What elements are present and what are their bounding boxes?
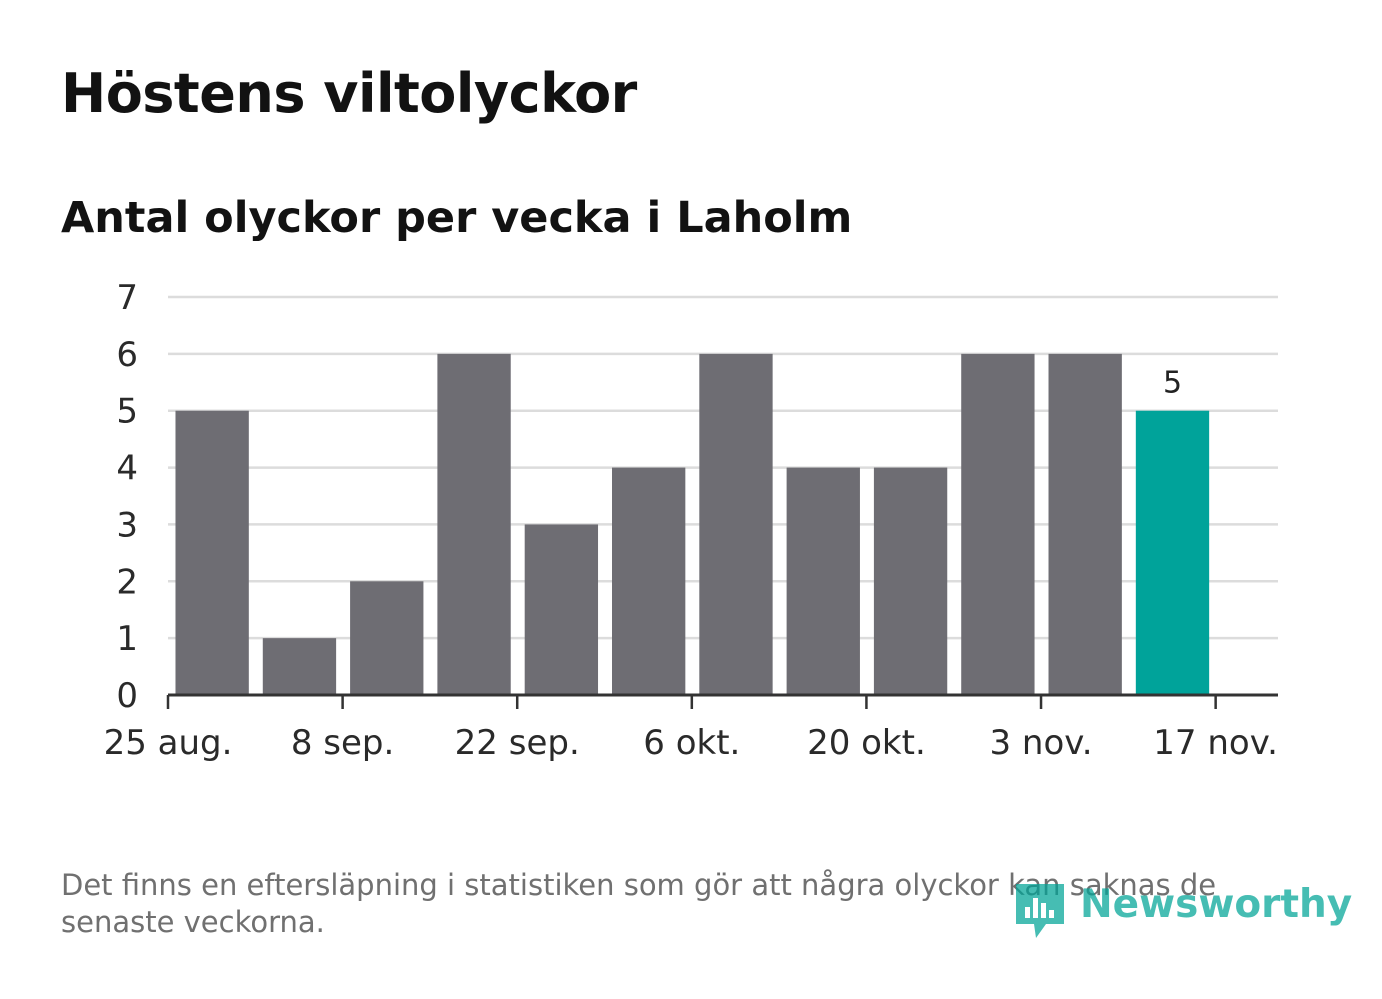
- bar-chart-badge-icon: [1016, 884, 1064, 938]
- data-labels: 5: [1163, 366, 1182, 401]
- logo-text: Newsworthy: [1080, 882, 1353, 927]
- x-tick-label: 22 sep.: [455, 723, 580, 763]
- bar: [612, 467, 686, 695]
- bar: [786, 467, 860, 695]
- bar: [699, 353, 773, 695]
- y-tick-label: 7: [116, 278, 138, 318]
- newsworthy-logo: Newsworthy: [1012, 880, 1352, 942]
- y-tick-label: 0: [116, 676, 138, 716]
- x-tick-label: 8 sep.: [291, 723, 394, 763]
- x-tick-label: 6 okt.: [643, 723, 740, 763]
- y-axis-labels: 0 1 2 3 4 5 6 7: [116, 278, 138, 716]
- x-tick-label: 17 nov.: [1153, 723, 1278, 763]
- y-tick-label: 4: [116, 449, 138, 489]
- data-label: 5: [1163, 366, 1182, 401]
- bar: [961, 353, 1035, 695]
- chart-subtitle: Antal olyckor per vecka i Laholm: [61, 193, 853, 243]
- bar: [524, 524, 599, 695]
- x-tick-label: 20 okt.: [807, 723, 926, 763]
- bar: [1135, 410, 1210, 695]
- chart-title: Höstens viltolyckor: [61, 62, 637, 125]
- bar: [262, 638, 337, 695]
- bars: [175, 353, 1210, 695]
- x-tick-label: 25 aug.: [104, 723, 233, 763]
- bar: [1048, 353, 1122, 695]
- y-tick-label: 1: [116, 619, 138, 659]
- bar: [873, 467, 948, 695]
- y-tick-label: 6: [116, 335, 138, 375]
- x-tick-label: 3 nov.: [989, 723, 1092, 763]
- y-tick-label: 2: [116, 562, 138, 602]
- x-axis: 25 aug. 8 sep. 22 sep. 6 okt. 20 okt. 3 nov. 1…: [104, 693, 1278, 763]
- y-tick-label: 5: [116, 392, 138, 432]
- y-tick-label: 3: [116, 505, 138, 545]
- bar: [437, 353, 511, 695]
- bar: [175, 410, 249, 695]
- bar: [350, 581, 424, 695]
